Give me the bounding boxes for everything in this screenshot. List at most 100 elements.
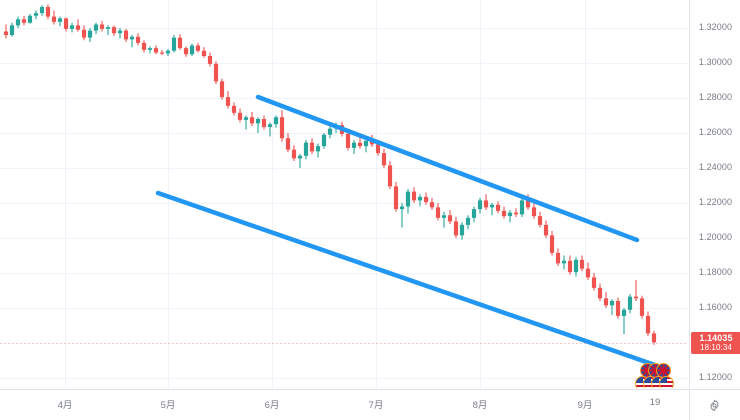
candlestick — [93, 22, 99, 35]
candlestick — [165, 49, 171, 56]
time-axis[interactable]: 4月 5月 6月 7月 8月 9月 19 — [0, 389, 740, 420]
candlestick — [99, 21, 105, 32]
candlestick — [105, 25, 111, 35]
time-tick-label: 7月 — [368, 400, 384, 411]
candlestick — [129, 35, 135, 48]
candlestick — [549, 231, 555, 256]
candlestick — [207, 52, 213, 67]
candlestick — [555, 248, 561, 266]
candlestick — [405, 189, 411, 214]
candlestick — [9, 22, 15, 37]
candlestick — [123, 28, 129, 42]
gear-icon — [710, 399, 719, 411]
candlestick — [603, 292, 609, 308]
candlestick — [141, 40, 147, 53]
last-price-badge[interactable]: 1.14035 18:10:34 — [691, 332, 740, 354]
candlestick — [147, 46, 153, 54]
axis-corner-divider — [689, 390, 690, 420]
candlestick — [483, 194, 489, 210]
lower-channel-line[interactable] — [155, 190, 658, 368]
candlestick — [441, 211, 447, 228]
candlestick — [357, 136, 363, 149]
candlestick — [297, 154, 303, 168]
candlestick — [621, 308, 627, 335]
price-tick-label: 1.32000 — [698, 22, 733, 32]
flag-badge-uk-icon[interactable] — [656, 363, 671, 378]
candlestick — [309, 138, 315, 154]
candlestick — [117, 28, 123, 39]
candlestick — [453, 217, 459, 238]
price-tick-label: 1.30000 — [698, 57, 733, 67]
candlestick — [507, 210, 513, 223]
price-tick-label: 1.26000 — [698, 127, 733, 137]
candlestick — [645, 311, 651, 336]
candlestick — [459, 222, 465, 240]
chart-canvas — [0, 0, 688, 388]
upper-channel-line[interactable] — [255, 94, 640, 243]
candlestick — [465, 215, 471, 230]
time-tick-label: 4月 — [57, 400, 73, 411]
candlestick — [639, 295, 645, 319]
chart-settings-button[interactable] — [689, 390, 740, 420]
candlestick — [435, 203, 441, 221]
candlestick — [237, 108, 243, 123]
price-tick-label: 1.22000 — [698, 197, 733, 207]
candlestick — [153, 45, 159, 55]
candlestick — [573, 257, 579, 277]
candlestick — [39, 5, 45, 16]
candlestick — [429, 197, 435, 210]
candlestick — [423, 192, 429, 205]
price-tick-label: 1.28000 — [698, 92, 733, 102]
candlestick — [501, 206, 507, 219]
candlestick — [3, 24, 9, 39]
candlestick — [387, 161, 393, 189]
candlestick — [303, 140, 309, 160]
candlestick — [189, 43, 195, 56]
candlestick — [261, 115, 267, 130]
candlestick — [363, 138, 369, 153]
candlestick — [627, 294, 633, 314]
candlestick — [633, 280, 639, 301]
flag-badge-us-icon[interactable] — [659, 376, 674, 388]
candlestick — [183, 46, 189, 57]
candlestick — [45, 4, 51, 20]
candlestick — [591, 273, 597, 291]
candlestick — [321, 133, 327, 149]
candlestick — [327, 126, 333, 139]
candlestick — [15, 16, 21, 28]
time-tick-label: 5月 — [160, 400, 176, 411]
time-tick-label: 19 — [649, 397, 661, 408]
candlestick — [69, 22, 75, 33]
candlestick — [213, 61, 219, 84]
flag-row — [635, 376, 674, 388]
candlestick — [381, 148, 387, 168]
candlestick — [537, 211, 543, 228]
candlestick — [255, 117, 261, 133]
candlestick — [51, 10, 57, 25]
event-flags-us[interactable] — [635, 376, 674, 388]
price-tick-label: 1.16000 — [698, 302, 733, 312]
candlestick — [135, 33, 141, 46]
candlestick — [57, 16, 63, 27]
candlestick — [585, 262, 591, 280]
candlestick — [267, 122, 273, 137]
last-price-value: 1.14035 — [699, 333, 733, 343]
candlestick — [75, 19, 81, 32]
candlestick — [285, 133, 291, 153]
candlestick — [177, 34, 183, 50]
candlestick — [87, 28, 93, 42]
candlestick — [195, 42, 201, 53]
candlestick — [249, 112, 255, 126]
price-tick-label: 1.20000 — [698, 232, 733, 242]
candlestick — [111, 25, 117, 36]
price-tick-label: 1.12000 — [698, 372, 733, 382]
candlestick — [609, 299, 615, 315]
candlestick — [513, 208, 519, 217]
candlestick — [471, 206, 477, 223]
event-flags-uk[interactable] — [640, 363, 671, 378]
last-price-time: 18:10:34 — [700, 343, 732, 352]
price-axis[interactable]: 1.32000 1.30000 1.28000 1.26000 1.24000 1.220… — [689, 0, 740, 388]
candlestick — [279, 110, 285, 142]
chart-plot-area[interactable] — [0, 0, 688, 388]
candlestick — [543, 220, 549, 238]
